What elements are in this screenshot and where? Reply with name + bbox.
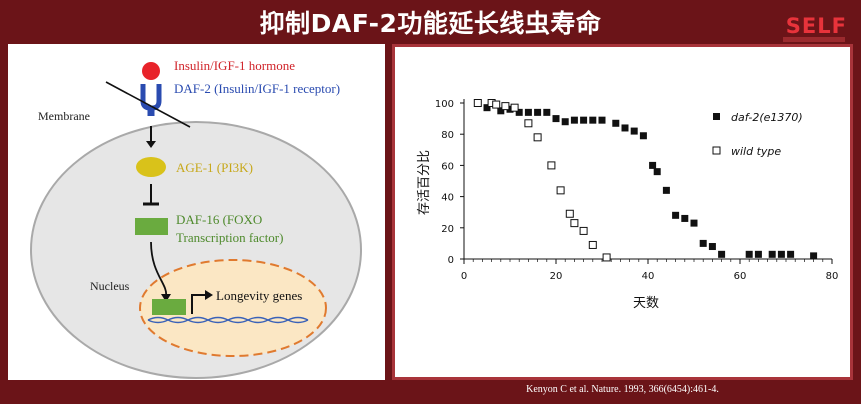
data-point-daf2: [699, 239, 707, 247]
x-tick-label: 20: [550, 271, 563, 282]
pathway-diagram: Insulin/IGF-1 hormone DAF-2 (Insulin/IGF…: [30, 58, 362, 379]
data-point-daf2: [754, 250, 762, 258]
data-point-daf2: [534, 108, 542, 116]
membrane-label: Membrane: [38, 109, 90, 123]
chart-series: [473, 99, 818, 262]
data-point-wildtype: [579, 226, 588, 235]
y-tick-label: 0: [448, 255, 454, 266]
data-point-daf2: [649, 161, 657, 169]
citation: Kenyon C et al. Nature. 1993, 366(6454):…: [526, 384, 719, 395]
nucleus-shape: [139, 259, 327, 357]
legend-label-daf2: daf-2(e1370): [731, 111, 803, 124]
data-point-daf2: [543, 108, 551, 116]
data-point-daf2: [580, 116, 588, 124]
data-point-daf2: [506, 105, 514, 113]
data-point-daf2: [681, 214, 689, 222]
transcription-arrow: [191, 294, 206, 314]
data-point-wildtype: [524, 119, 533, 128]
slide-title: 抑制DAF-2功能延长线虫寿命: [259, 9, 602, 38]
data-point-wildtype: [588, 240, 597, 249]
x-tick-label: 60: [734, 271, 747, 282]
data-point-daf2: [630, 127, 638, 135]
age1-label: AGE-1 (PI3K): [176, 160, 253, 175]
data-point-wildtype: [570, 219, 579, 228]
longevity-label: Longevity genes: [216, 288, 302, 303]
data-point-daf2: [497, 107, 505, 115]
legend-marker-wildtype: [712, 146, 721, 155]
x-tick-label: 80: [826, 271, 839, 282]
data-point-wildtype: [473, 99, 482, 107]
daf16-icon: [135, 218, 168, 235]
data-point-daf2: [662, 186, 670, 194]
arrow-head: [146, 141, 156, 148]
receptor-label: DAF-2 (Insulin/IGF-1 receptor): [174, 81, 340, 96]
chart-ticks: 0 20 40 60 80 100 0 20 40 60 80: [435, 99, 838, 282]
daf16-label-line2: Transcription factor): [176, 230, 283, 245]
data-point-daf2: [483, 104, 491, 112]
data-point-daf2: [690, 219, 698, 227]
data-point-wildtype: [602, 253, 611, 262]
legend-marker-daf2: [713, 113, 720, 120]
data-point-wildtype: [547, 161, 556, 170]
chart-legend: daf-2(e1370) wild type: [712, 111, 803, 158]
data-point-daf2: [524, 108, 532, 116]
data-point-daf2: [777, 250, 785, 258]
translocation-arrow: [150, 241, 167, 297]
y-tick-label: 100: [435, 99, 454, 110]
data-point-wildtype: [565, 209, 574, 218]
legend-label-wildtype: wild type: [731, 145, 781, 158]
hormone-icon: [142, 62, 160, 80]
data-point-daf2: [552, 115, 560, 123]
y-tick-label: 40: [441, 193, 454, 204]
translocation-arrow-head: [161, 294, 171, 302]
data-point-wildtype: [492, 100, 501, 109]
data-point-daf2: [515, 108, 523, 116]
transcription-arrow-head: [205, 290, 213, 300]
y-tick-label: 80: [441, 130, 454, 141]
daf16-label-line1: DAF-16 (FOXO: [176, 212, 262, 227]
data-point-daf2: [653, 168, 661, 176]
pathway-diagram-panel: Insulin/IGF-1 hormone DAF-2 (Insulin/IGF…: [8, 44, 385, 380]
hormone-label: Insulin/IGF-1 hormone: [174, 58, 295, 73]
dna-icon: [147, 316, 309, 324]
data-point-daf2: [708, 243, 716, 251]
data-point-daf2: [589, 116, 597, 124]
inhibition-strike: [105, 81, 191, 128]
age1-icon: [136, 157, 166, 177]
y-tick-label: 60: [441, 161, 454, 172]
data-point-daf2: [598, 116, 606, 124]
x-tick-label: 40: [642, 271, 655, 282]
data-point-daf2: [612, 119, 620, 127]
data-point-daf2: [570, 116, 578, 124]
data-point-daf2: [787, 250, 795, 258]
data-point-daf2: [561, 118, 569, 126]
data-point-daf2: [745, 250, 753, 258]
brand-logo-underline: [783, 37, 845, 42]
data-point-wildtype: [501, 102, 510, 111]
data-point-daf2: [718, 250, 726, 258]
x-axis-label: 天数: [633, 296, 659, 311]
data-point-daf2: [810, 252, 818, 260]
receptor-icon: [140, 84, 162, 116]
data-point-daf2: [672, 211, 680, 219]
daf16-bound-icon: [152, 299, 186, 315]
survival-chart-panel: 0 20 40 60 80 100 0 20 40 60 80 存活百分比 天数 daf-2(e13…: [392, 44, 853, 380]
data-point-wildtype: [533, 133, 542, 142]
nucleus-label: Nucleus: [90, 279, 130, 293]
x-tick-label: 0: [461, 271, 467, 282]
brand-logo: SELF: [785, 14, 847, 38]
data-point-wildtype: [556, 186, 565, 195]
survival-chart: 0 20 40 60 80 100 0 20 40 60 80 存活百分比 天数 daf-2(e13…: [417, 99, 838, 311]
data-point-daf2: [621, 124, 629, 132]
y-axis-label: 存活百分比: [417, 150, 432, 215]
data-point-daf2: [768, 250, 776, 258]
data-point-wildtype: [510, 103, 519, 112]
y-tick-label: 20: [441, 224, 454, 235]
data-point-daf2: [639, 132, 647, 140]
